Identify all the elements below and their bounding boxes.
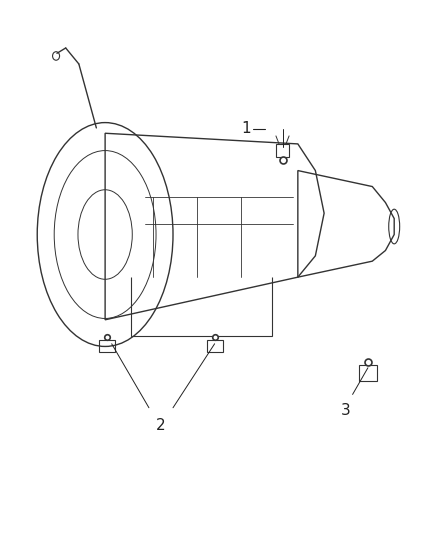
Text: 1: 1 — [241, 122, 251, 136]
Text: 3: 3 — [341, 403, 351, 418]
Text: 2: 2 — [156, 418, 166, 433]
